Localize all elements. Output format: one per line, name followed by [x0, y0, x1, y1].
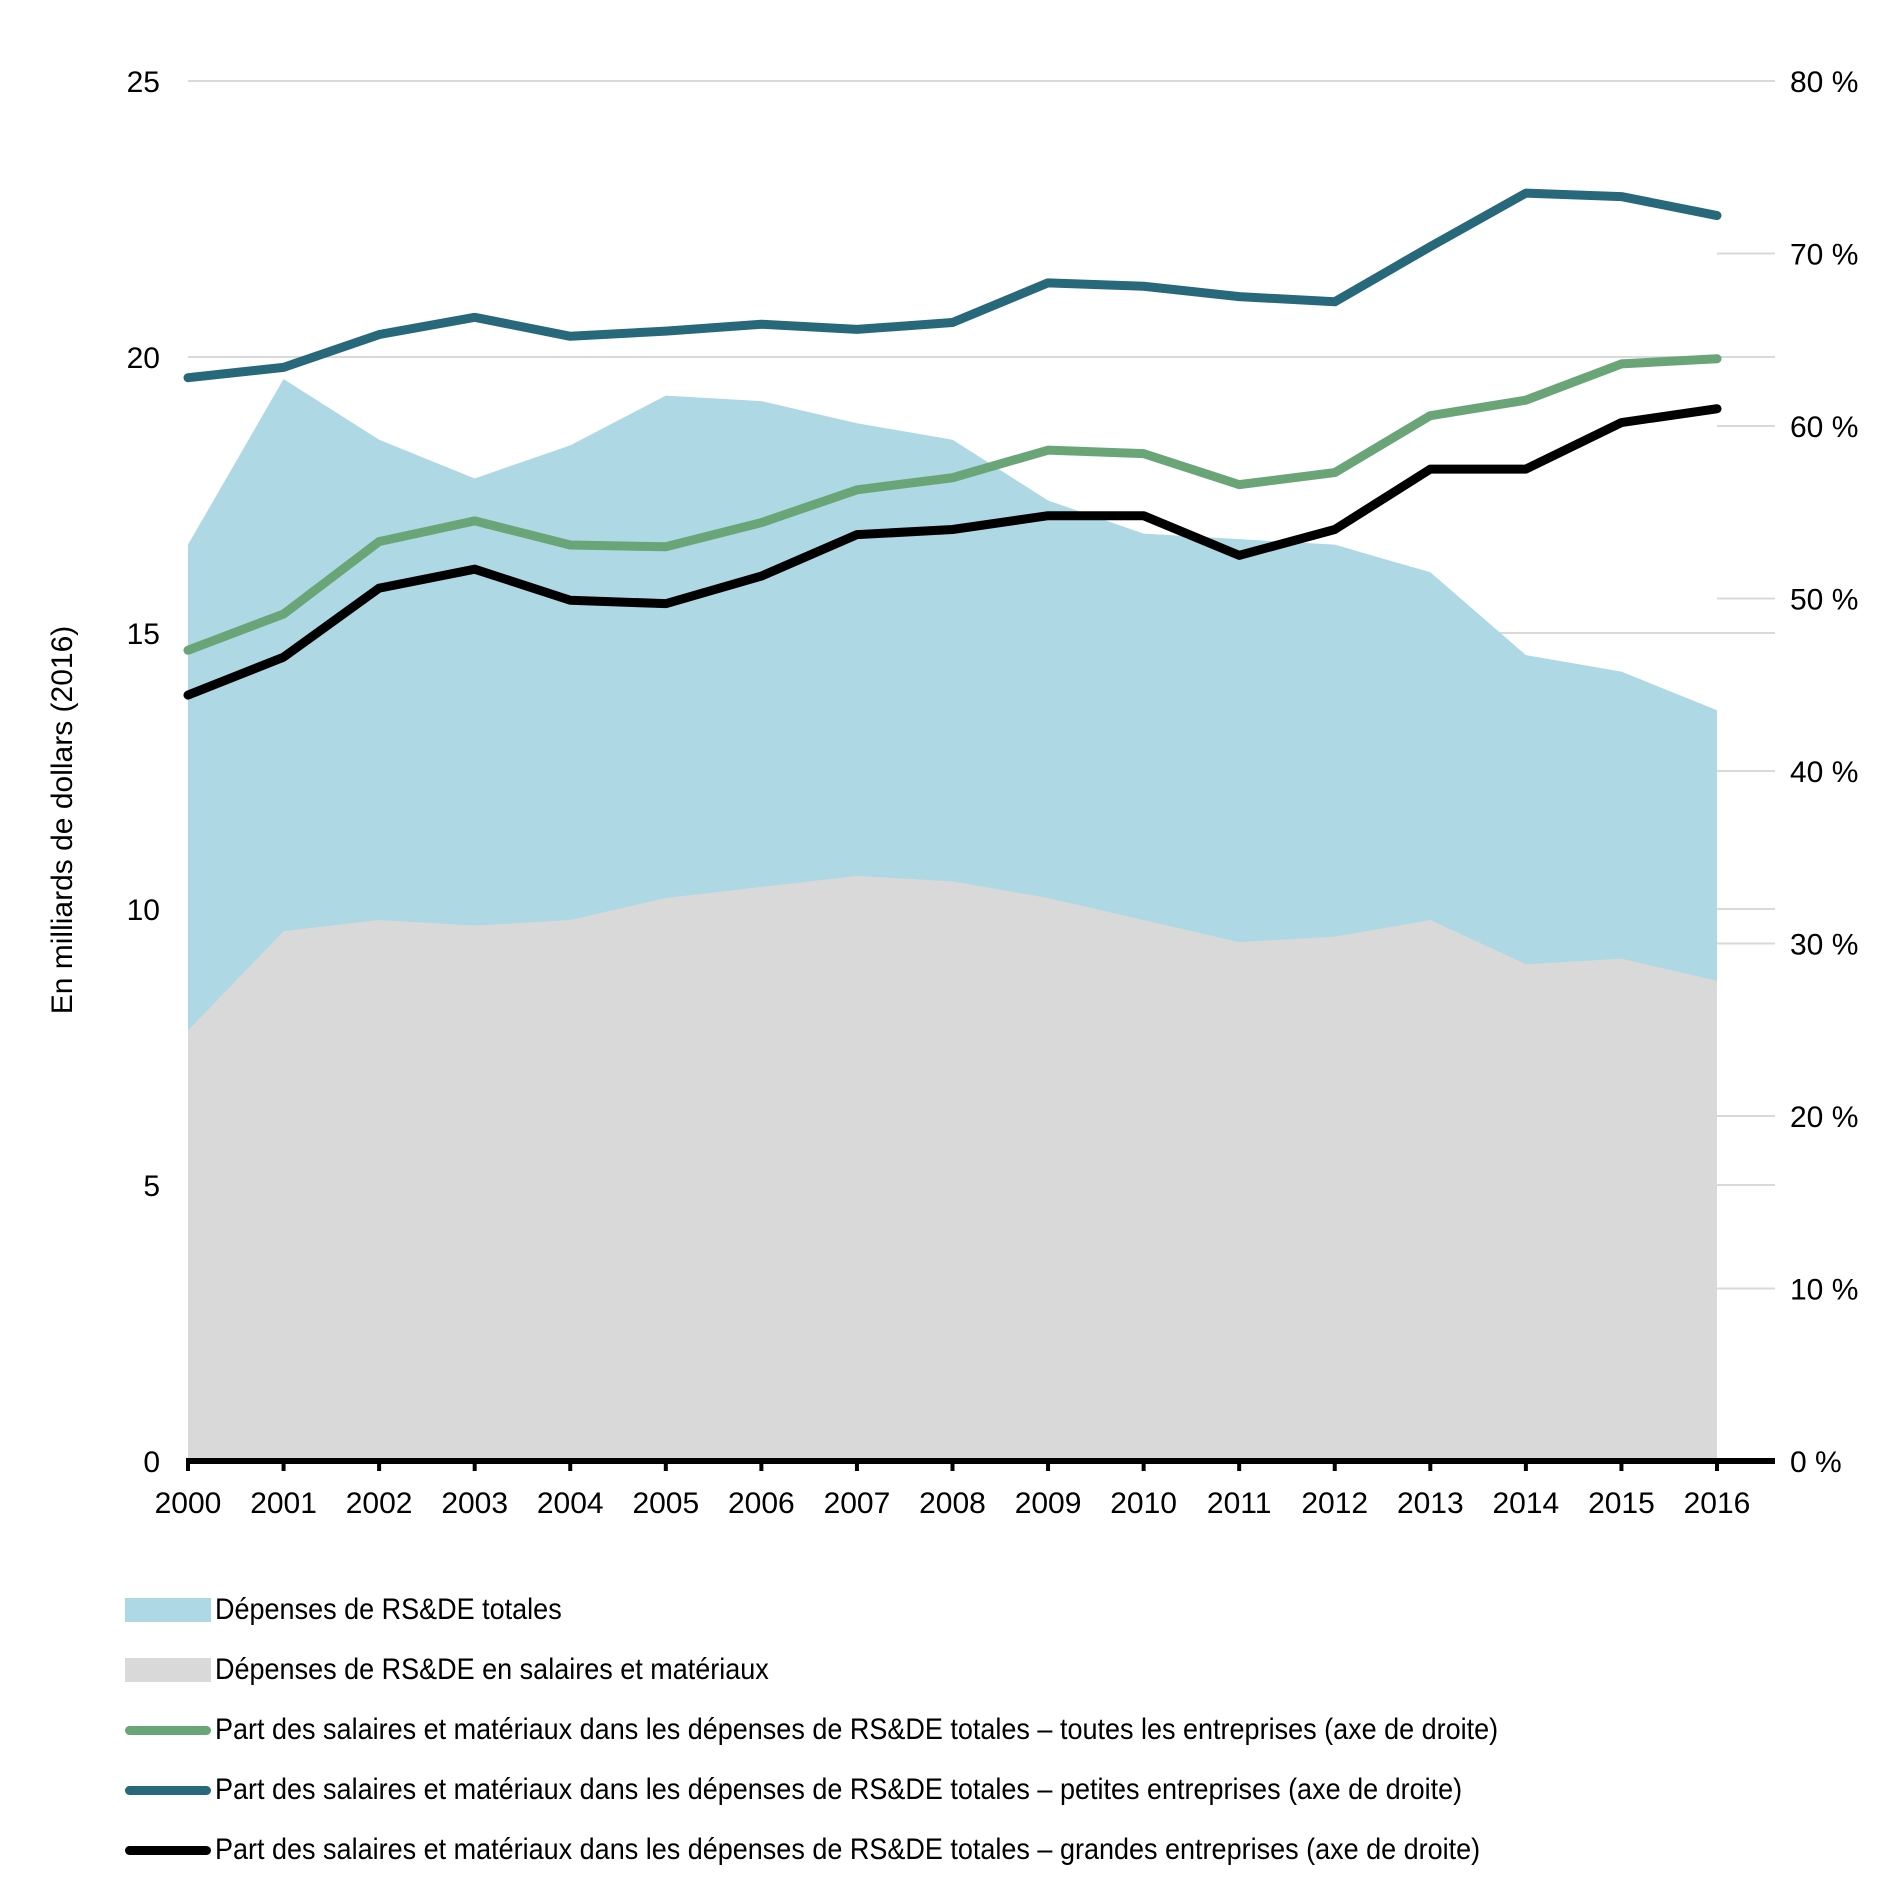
y2-tick-label: 40 %	[1790, 756, 1858, 789]
y-tick-label: 15	[127, 618, 160, 651]
x-tick-label: 2014	[1493, 1487, 1560, 1520]
x-tick-label: 2010	[1110, 1487, 1177, 1520]
legend-item-small-firms: Part des salaires et matériaux dans les …	[125, 1760, 1641, 1820]
x-tick-label: 2013	[1397, 1487, 1464, 1520]
legend-swatch-total	[125, 1598, 211, 1622]
legend-label: Part des salaires et matériaux dans les …	[215, 1773, 1463, 1806]
y2-tick-label: 50 %	[1790, 584, 1858, 617]
line-all-firms	[183, 354, 1722, 655]
legend-item-large-firms: Part des salaires et matériaux dans les …	[125, 1820, 1641, 1880]
area-salaries-materials	[188, 875, 1717, 1461]
x-tick-label: 2005	[632, 1487, 699, 1520]
line-large-firms	[183, 404, 1722, 700]
y2-tick-label: 10 %	[1790, 1274, 1858, 1307]
legend-label: Part des salaires et matériaux dans les …	[215, 1713, 1499, 1746]
x-tick-label: 2009	[1015, 1487, 1082, 1520]
x-tick-label: 2015	[1588, 1487, 1655, 1520]
legend-label: Dépenses de RS&DE en salaires et matéria…	[215, 1653, 769, 1686]
x-tick-label: 2008	[919, 1487, 986, 1520]
y2-tick-label: 80 %	[1790, 66, 1858, 99]
y-tick-label: 0	[143, 1446, 160, 1479]
y2-tick-label: 70 %	[1790, 239, 1858, 272]
legend-item-total: Dépenses de RS&DE totales	[125, 1580, 1641, 1640]
y-tick-label: 5	[143, 1170, 160, 1203]
y2-tick-label: 60 %	[1790, 411, 1858, 444]
x-tick-label: 2006	[728, 1487, 795, 1520]
legend-item-salaries: Dépenses de RS&DE en salaires et matéria…	[125, 1640, 1641, 1700]
y-axis-title: En milliards de dollars (2016)	[46, 626, 79, 1015]
y2-tick-label: 20 %	[1790, 1101, 1858, 1134]
chart: 2000 2001 2002 2003 2004 2005 2006 2007 2008 2009…	[46, 66, 1858, 1520]
legend-line-large-firms	[125, 1845, 211, 1855]
x-tick-label: 2004	[537, 1487, 604, 1520]
x-axis: 2000 2001 2002 2003 2004 2005 2006 2007 2008 2009…	[155, 1458, 1775, 1520]
x-tick-label: 2007	[824, 1487, 891, 1520]
legend-item-all-firms: Part des salaires et matériaux dans les …	[125, 1700, 1641, 1760]
area-series	[188, 379, 1717, 1462]
y-tick-label: 20	[127, 342, 160, 375]
legend-label: Part des salaires et matériaux dans les …	[215, 1833, 1481, 1866]
y-tick-label: 25	[127, 66, 160, 99]
y-axis-right: 0 % 10 % 20 % 30 % 40 % 50 % 60 % 70 % 80 %	[1790, 66, 1858, 1479]
x-tick-label: 2001	[250, 1487, 317, 1520]
y2-tick-label: 30 %	[1790, 929, 1858, 962]
x-tick-label: 2016	[1684, 1487, 1751, 1520]
line-series	[183, 188, 1722, 700]
y2-tick-label: 0 %	[1790, 1446, 1842, 1479]
x-tick-label: 2011	[1207, 1487, 1272, 1520]
y-axis-left: 0 5 10 15 20 25	[127, 66, 160, 1479]
line-small-firms	[183, 188, 1722, 383]
legend-label: Dépenses de RS&DE totales	[215, 1593, 562, 1626]
legend: Dépenses de RS&DE totales Dépenses de RS…	[125, 1580, 1641, 1880]
x-tick-label: 2012	[1301, 1487, 1368, 1520]
x-tick-label: 2003	[441, 1487, 508, 1520]
legend-line-small-firms	[125, 1785, 211, 1795]
x-tick-label: 2002	[346, 1487, 413, 1520]
legend-line-all-firms	[125, 1725, 211, 1735]
x-tick-label: 2000	[155, 1487, 222, 1520]
legend-swatch-salaries	[125, 1658, 211, 1682]
y-tick-label: 10	[127, 894, 160, 927]
